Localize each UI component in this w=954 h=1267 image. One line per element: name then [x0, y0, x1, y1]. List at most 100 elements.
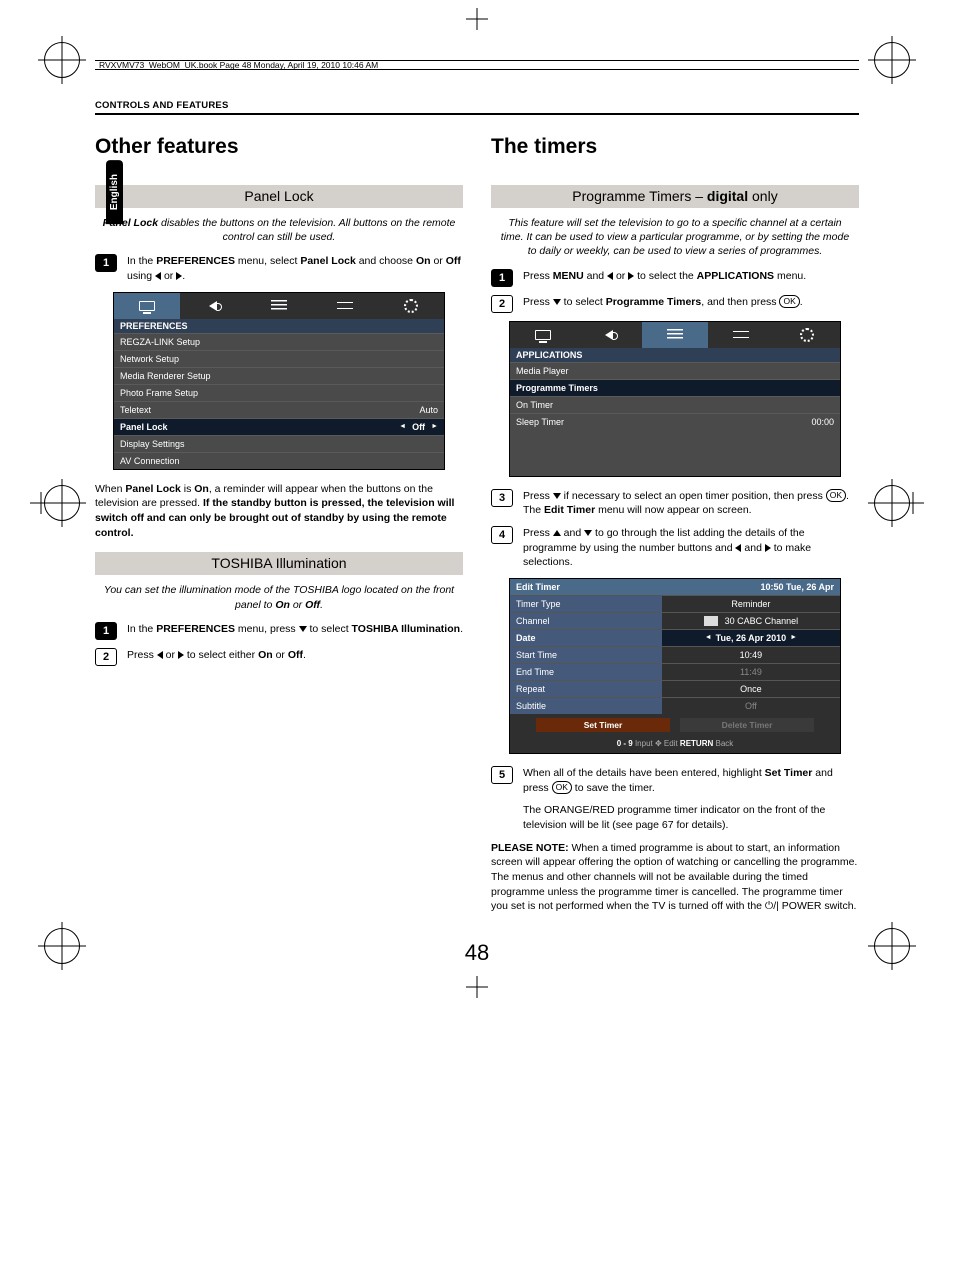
osd-tab-preferences: [708, 322, 774, 348]
pt-step-4: 4 Press and to go through the list addin…: [491, 526, 859, 570]
osd-row-label: Sleep Timer: [516, 417, 564, 427]
step5-para2: The ORANGE/RED programme timer indicator…: [523, 803, 859, 832]
step-badge-3: 3: [491, 489, 513, 507]
gear-icon: [800, 328, 814, 342]
edit-timer-row: SubtitleOff: [510, 697, 840, 714]
edit-timer-row-value: 10:49: [662, 647, 840, 663]
heading-other-features: Other features: [95, 135, 463, 159]
pt-step-1: 1 Press MENU and or to select the APPLIC…: [491, 269, 859, 287]
edit-timer-row-label: Date: [510, 630, 662, 646]
gear-icon: [404, 299, 418, 313]
edit-timer-row-label: End Time: [510, 664, 662, 680]
edit-timer-row-label: Start Time: [510, 647, 662, 663]
osd-preferences-menu: PREFERENCES REGZA-LINK Setup Network Setu…: [113, 292, 445, 470]
osd-tab-sound: [576, 322, 642, 348]
step-badge-1: 1: [491, 269, 513, 287]
heading-the-timers: The timers: [491, 135, 859, 159]
osd-tab-picture: [114, 293, 180, 319]
step-text: When all of the details have been entere…: [523, 766, 859, 833]
osd-row: Media Player: [510, 362, 840, 379]
please-note: PLEASE NOTE: When a timed programme is a…: [491, 841, 859, 914]
osd-row-label: Media Renderer Setup: [120, 371, 211, 381]
osd-row-value: 00:00: [811, 417, 834, 427]
subheading-programme-timers: Programme Timers – digital only: [491, 185, 859, 208]
edit-timer-row-value: Reminder: [662, 596, 840, 612]
osd-row-label: Media Player: [516, 366, 569, 376]
edit-timer-row: Date◄Tue, 26 Apr 2010►: [510, 629, 840, 646]
osd-title: APPLICATIONS: [510, 348, 840, 362]
osd-applications-menu: APPLICATIONS Media Player Programme Timer…: [509, 321, 841, 477]
osd-row-value: Auto: [419, 405, 438, 415]
step-text: In the PREFERENCES menu, press to select…: [127, 622, 463, 640]
right-arrow-icon: ►: [431, 423, 438, 430]
panel-lock-intro: Panel Lock disables the buttons on the t…: [95, 216, 463, 244]
edit-timer-row-value: 30 CABC Channel: [662, 613, 840, 629]
down-arrow-icon: [584, 530, 592, 536]
osd-row-label: Teletext: [120, 405, 151, 415]
panel-lock-step-1: 1 In the PREFERENCES menu, select Panel …: [95, 254, 463, 283]
page-number: 48: [95, 940, 859, 966]
edit-timer-row-value: 11:49: [662, 664, 840, 680]
list-icon: [271, 300, 287, 312]
running-head-text: RVXVMV73_WebOM_UK.book Page 48 Monday, A…: [99, 60, 378, 70]
list-icon: [667, 329, 683, 341]
osd-row: Media Renderer Setup: [114, 367, 444, 384]
step-badge-2: 2: [95, 648, 117, 666]
step-text: Press and to go through the list adding …: [523, 526, 859, 570]
osd-tab-picture: [510, 322, 576, 348]
tv-icon: [139, 301, 155, 311]
osd-tab-applications: [246, 293, 312, 319]
osd-row-label: REGZA-LINK Setup: [120, 337, 200, 347]
set-timer-button: Set Timer: [536, 718, 670, 732]
delete-timer-button: Delete Timer: [680, 718, 814, 732]
down-arrow-icon: [299, 626, 307, 632]
edit-timer-row: RepeatOnce: [510, 680, 840, 697]
edit-timer-row-value: Once: [662, 681, 840, 697]
osd-tab-bar: [510, 322, 840, 348]
edit-timer-footer: 0 - 9 Input ✥ Edit RETURN Back: [510, 736, 840, 753]
panel-lock-after-text: When Panel Lock is On, a reminder will a…: [95, 482, 463, 541]
osd-row: Display Settings: [114, 435, 444, 452]
sliders-icon: [733, 329, 749, 341]
pt-step-2: 2 Press to select Programme Timers, and …: [491, 295, 859, 313]
edit-timer-button-row: Set Timer Delete Timer: [510, 714, 840, 736]
tv-icon: [535, 330, 551, 340]
edit-timer-row: Start Time10:49: [510, 646, 840, 663]
edit-timer-row-label: Subtitle: [510, 698, 662, 714]
osd-row-label: On Timer: [516, 400, 553, 410]
step-text: Press to select Programme Timers, and th…: [523, 295, 859, 313]
osd-row-label: Display Settings: [120, 439, 185, 449]
edit-timer-row-label: Repeat: [510, 681, 662, 697]
edit-timer-title: Edit Timer: [516, 582, 560, 592]
step-text: Press or to select either On or Off.: [127, 648, 463, 666]
left-arrow-icon: ◄: [705, 634, 712, 641]
osd-tab-bar: [114, 293, 444, 319]
osd-row: Sleep Timer 00:00: [510, 413, 840, 430]
up-arrow-icon: [553, 530, 561, 536]
osd-row: REGZA-LINK Setup: [114, 333, 444, 350]
edit-timer-clock: 10:50 Tue, 26 Apr: [760, 582, 834, 592]
osd-title: PREFERENCES: [114, 319, 444, 333]
osd-row: Network Setup: [114, 350, 444, 367]
edit-timer-row: End Time11:49: [510, 663, 840, 680]
subheading-panel-lock: Panel Lock: [95, 185, 463, 208]
ok-button-icon: OK: [552, 781, 572, 794]
osd-row-label: Panel Lock: [120, 422, 168, 432]
edit-timer-header: Edit Timer 10:50 Tue, 26 Apr: [510, 579, 840, 595]
edit-timer-row: Timer TypeReminder: [510, 595, 840, 612]
left-column: Other features Panel Lock Panel Lock dis…: [95, 135, 463, 926]
edit-timer-row: Channel30 CABC Channel: [510, 612, 840, 629]
sound-icon: [209, 301, 217, 311]
edit-timer-row-label: Channel: [510, 613, 662, 629]
step-text: Press MENU and or to select the APPLICAT…: [523, 269, 859, 287]
right-arrow-icon: ►: [790, 634, 797, 641]
section-header: CONTROLS AND FEATURES: [95, 100, 859, 115]
step-badge-4: 4: [491, 526, 513, 544]
osd-row-label: Photo Frame Setup: [120, 388, 198, 398]
osd-row: Programme Timers: [510, 379, 840, 396]
subheading-toshiba-illumination: TOSHIBA Illumination: [95, 552, 463, 575]
osd-row: Panel Lock◄Off►: [114, 418, 444, 435]
sliders-icon: [337, 300, 353, 312]
illumination-step-1: 1 In the PREFERENCES menu, press to sele…: [95, 622, 463, 640]
osd-tab-setup: [774, 322, 840, 348]
